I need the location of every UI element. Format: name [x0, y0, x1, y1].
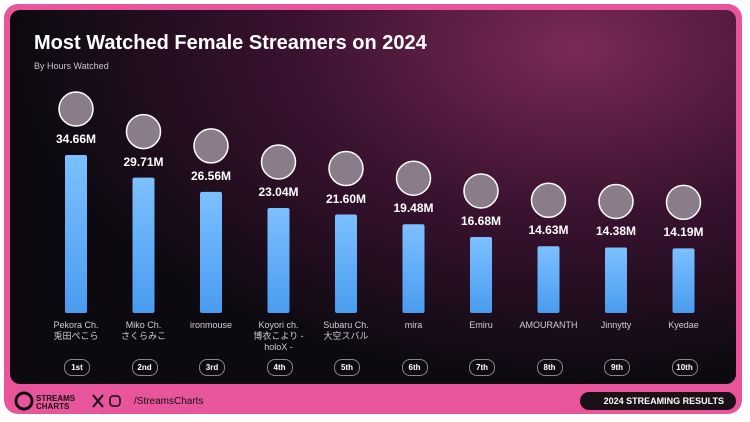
plot [58, 91, 702, 313]
value-label: 14.19M [663, 225, 704, 240]
bar [132, 177, 155, 313]
value-label: 19.48M [393, 201, 434, 216]
bar [200, 191, 222, 313]
bar [267, 207, 290, 313]
value-label: 23.04M [258, 184, 299, 199]
logo-icon [14, 391, 34, 411]
avatar [395, 160, 432, 196]
rank-badge: 6th [401, 359, 428, 376]
chart-panel: Most Watched Female Streamers on 2024 By… [10, 10, 736, 384]
bar [65, 155, 87, 313]
avatar [193, 128, 229, 164]
value-label: 14.63M [528, 223, 569, 238]
x-tick-label: Pekora Ch. 兎田ぺこら [53, 320, 99, 341]
avatar [463, 173, 499, 209]
footer: STREAMS CHARTS /StreamsCharts 2024 STREA… [4, 388, 742, 414]
bar [605, 247, 627, 313]
x-tick-label: Jinnytty [600, 320, 632, 330]
value-label: 34.66M [55, 132, 97, 146]
rank-badge: 3rd [199, 359, 225, 376]
x-tick-label: Emiru [469, 320, 493, 330]
social-icons [92, 394, 121, 408]
avatar [260, 144, 297, 180]
rank-badge: 4th [266, 359, 293, 376]
bar [537, 246, 560, 313]
value-label: 16.68M [460, 213, 502, 228]
rank-badge: 8th [536, 359, 563, 376]
bar [402, 224, 425, 313]
value-label: 14.38M [595, 224, 637, 239]
x-tick-label: ironmouse [189, 320, 233, 330]
rank-badge: 5th [334, 359, 360, 376]
avatar [125, 113, 162, 150]
x-tick-label: mira [404, 320, 423, 330]
avatar [665, 184, 702, 221]
chart-subtitle: By Hours Watched [34, 61, 109, 71]
x-tick-label: Kyedae [668, 320, 699, 330]
value-label: 29.71M [123, 154, 164, 169]
avatar [530, 182, 567, 219]
bar [672, 248, 695, 313]
avatar [58, 91, 94, 127]
x-tick-label: AMOURANTH [519, 320, 578, 330]
card: Most Watched Female Streamers on 2024 By… [4, 4, 742, 414]
chart-title: Most Watched Female Streamers on 2024 [34, 32, 427, 54]
brand: STREAMS CHARTS [36, 394, 76, 411]
avatar [598, 183, 634, 220]
social-handle: /StreamsCharts [134, 396, 204, 407]
avatar [328, 150, 364, 187]
rank-badge: 9th [604, 359, 630, 376]
bar [470, 236, 492, 313]
x-tick-label: Koyori ch. 博衣こより - holoX - [253, 320, 304, 352]
rank-badge: 7th [469, 359, 495, 376]
bar [335, 214, 357, 313]
x-tick-label: Miko Ch. さくらみこ [120, 320, 166, 341]
results-badge: 2024 STREAMING RESULTS [579, 392, 736, 410]
x-tick-label: Subaru Ch. 大空スバル [323, 320, 369, 341]
value-label: 21.60M [325, 191, 367, 206]
rank-badge: 10th [671, 359, 698, 376]
rank-badge: 1st [64, 359, 90, 376]
value-label: 26.56M [190, 168, 232, 183]
rank-badge: 2nd [131, 359, 158, 376]
